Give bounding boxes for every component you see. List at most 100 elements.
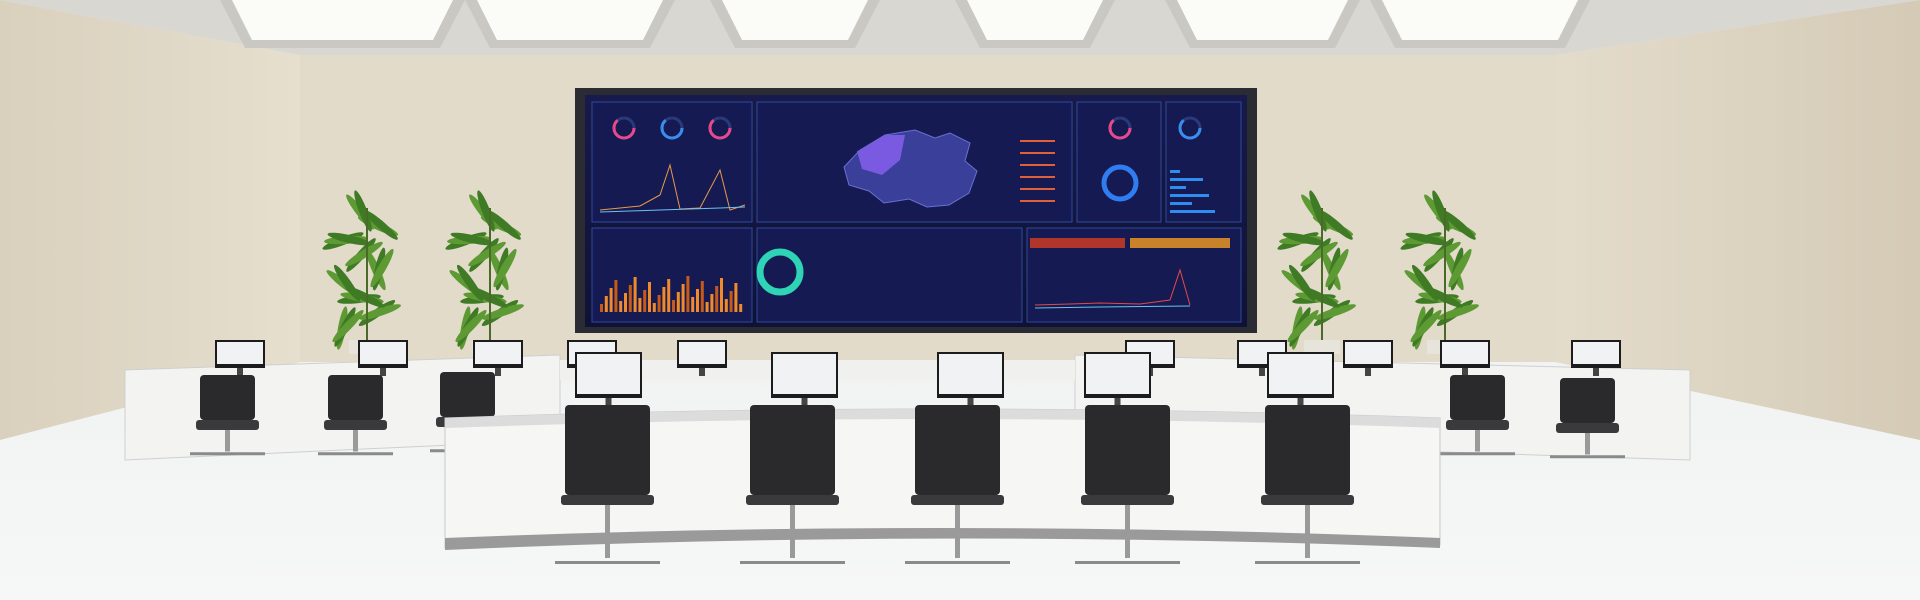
chair-seat [1261, 495, 1354, 505]
furniture [124, 340, 1691, 564]
leaf [487, 210, 521, 240]
chair-seat [196, 420, 259, 430]
list-bar [1170, 178, 1203, 181]
leaf [1300, 286, 1340, 308]
monitor-screen [1573, 342, 1619, 364]
panel [591, 101, 753, 223]
leaf [1287, 309, 1319, 343]
bar [604, 296, 608, 312]
leaf [468, 286, 508, 308]
chair-seat [1446, 420, 1509, 430]
monitor-stand [801, 398, 808, 406]
ceiling-light-glow [722, 0, 868, 40]
list-bar [1020, 152, 1055, 154]
plant-pot [1304, 340, 1340, 354]
leaf [1300, 241, 1338, 267]
chair-seat [746, 495, 839, 505]
monitor-screen [217, 342, 263, 364]
list-bar [1170, 202, 1192, 205]
alert-bar [1130, 238, 1230, 248]
monitor-screen [1086, 354, 1149, 394]
gauge-arc [708, 116, 732, 140]
leaf [359, 304, 401, 320]
gauge-arc [660, 116, 684, 140]
list-bar [1020, 164, 1055, 166]
leaf [455, 309, 487, 343]
left-wall [0, 0, 300, 440]
bar [676, 292, 680, 312]
list-bar [1020, 200, 1055, 202]
monitor-screen [475, 342, 521, 364]
trend-line [1034, 268, 1191, 306]
chair-back [915, 405, 1000, 495]
list-bar [1020, 140, 1055, 142]
bar [619, 301, 623, 312]
ceiling-light-glow [1177, 0, 1348, 40]
ceiling-light-glow [477, 0, 663, 40]
leaf [370, 248, 394, 288]
bar [624, 293, 627, 312]
leaf [1319, 210, 1353, 240]
list-bar [1170, 210, 1215, 213]
leaf [1282, 232, 1326, 246]
bar [628, 285, 632, 312]
leaf [1325, 248, 1349, 288]
monitor-screen [577, 354, 640, 394]
bar [662, 287, 666, 312]
trend-line [599, 163, 746, 211]
leaf [1423, 286, 1463, 308]
bar [739, 304, 743, 312]
bar [667, 279, 671, 312]
list-bar [1020, 188, 1055, 190]
map-highlight [857, 135, 905, 175]
monitor-stand [380, 368, 386, 376]
monitor-screen [1345, 342, 1391, 364]
monitor-screen [773, 354, 836, 394]
monitor-screen [939, 354, 1002, 394]
gauge-arc [1108, 116, 1132, 140]
chair-back [200, 375, 255, 420]
monitor-stand [1365, 368, 1371, 376]
bar [648, 282, 651, 312]
plants [322, 190, 1479, 354]
leaf [364, 210, 398, 240]
chair-seat [1081, 495, 1174, 505]
chair-seat [911, 495, 1004, 505]
gauge-arc [612, 116, 636, 140]
bar [734, 283, 738, 312]
monitor-screen [1269, 354, 1332, 394]
bar [715, 286, 719, 312]
list-bar [1170, 170, 1180, 173]
ceiling-light-glow [232, 0, 453, 40]
alert-bar [1030, 238, 1125, 248]
bar [724, 299, 728, 312]
leaf [345, 286, 385, 308]
chair-back [565, 405, 650, 495]
monitor-screen [679, 342, 725, 364]
leaf [332, 309, 364, 343]
chair-back [1265, 405, 1350, 495]
bar [643, 290, 647, 312]
bar [609, 288, 613, 312]
leaf [345, 241, 383, 267]
monitor-stand [1259, 368, 1265, 376]
bar [657, 295, 661, 312]
trend-line [599, 206, 746, 213]
ring [756, 248, 804, 296]
chair-back [750, 405, 835, 495]
bar [652, 303, 656, 312]
leaf [450, 232, 494, 246]
trend-line [1034, 305, 1191, 309]
monitor-stand [495, 368, 501, 376]
bar [681, 284, 685, 312]
leaf [493, 248, 517, 288]
right-wall [1555, 0, 1920, 440]
ceiling-light-glow [1382, 0, 1578, 40]
monitor-stand [1593, 368, 1599, 376]
panel [1076, 101, 1162, 223]
chair-back [1560, 378, 1615, 423]
chair-back [1085, 405, 1170, 495]
list-bar [1170, 186, 1186, 189]
bar [705, 302, 709, 312]
monitor-stand [699, 368, 705, 376]
